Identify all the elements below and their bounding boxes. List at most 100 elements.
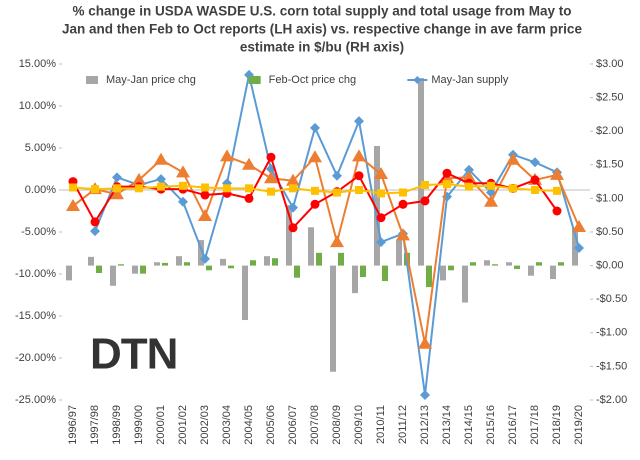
marker <box>506 152 520 165</box>
marker <box>135 184 143 193</box>
x-tick-label: 2019/20 <box>573 405 585 445</box>
marker <box>176 165 190 178</box>
marker <box>572 219 586 232</box>
marker <box>396 228 410 241</box>
legend-swatch <box>248 76 261 84</box>
y-tick-label: -15.00% <box>15 310 56 322</box>
bar <box>228 265 234 269</box>
marker <box>443 180 451 189</box>
legend-label: May-Jan supply <box>431 74 509 86</box>
x-tick-label: 2008/09 <box>331 405 343 445</box>
marker <box>464 164 474 175</box>
bar <box>264 256 270 266</box>
y2-tick-label: -$0.50 <box>596 293 627 305</box>
bar <box>272 258 278 266</box>
marker <box>531 186 539 194</box>
x-tick-label: 2004/05 <box>243 405 255 445</box>
chart-title: estimate in $/bu (RH axis) <box>240 40 404 55</box>
y-tick-label: 10.00% <box>19 100 57 112</box>
bar <box>316 252 322 266</box>
chart-title: % change in USDA WASDE U.S. corn total s… <box>72 4 571 19</box>
marker <box>91 185 99 194</box>
bar <box>374 145 380 266</box>
x-tick-label: 2002/03 <box>199 405 211 445</box>
x-tick-label: 1997/98 <box>89 405 101 445</box>
bar <box>286 205 292 266</box>
marker <box>223 184 231 193</box>
marker <box>311 186 319 195</box>
bar <box>470 262 476 266</box>
legend-label: May-Jan price chg <box>106 74 196 86</box>
logo: DTN <box>90 330 177 379</box>
marker <box>465 182 473 191</box>
legend-swatch <box>413 76 422 84</box>
bar <box>198 240 204 266</box>
x-tick-label: 2015/16 <box>485 405 497 445</box>
marker <box>398 199 408 209</box>
bar <box>66 265 72 281</box>
bar <box>110 265 116 286</box>
marker <box>288 223 298 233</box>
y-tick-label: 0.00% <box>25 184 56 196</box>
marker <box>354 171 364 181</box>
marker <box>264 171 278 184</box>
y2-tick-label: $1.50 <box>596 159 624 171</box>
bar <box>250 260 256 266</box>
bar <box>572 227 578 266</box>
x-tick-label: 1996/97 <box>67 405 79 445</box>
marker <box>420 389 430 400</box>
bar <box>352 265 358 294</box>
legend-label: Feb-Oct price chg <box>269 74 356 86</box>
bar <box>448 265 454 271</box>
y2-tick-label: $0.00 <box>596 260 624 272</box>
y-tick-label: -20.00% <box>15 352 56 364</box>
marker <box>310 122 320 133</box>
bar <box>528 265 534 276</box>
y2-tick-label: $2.00 <box>596 125 624 137</box>
bar <box>132 265 138 274</box>
marker <box>509 184 517 193</box>
marker <box>112 172 122 183</box>
marker <box>484 194 498 207</box>
y2-tick-label: -$2.00 <box>596 394 627 406</box>
bar <box>88 256 94 266</box>
bar <box>506 262 512 266</box>
y2-tick-label: $0.50 <box>596 226 624 238</box>
x-tick-label: 2016/17 <box>507 405 519 445</box>
marker <box>90 226 100 237</box>
bar <box>550 265 556 280</box>
bar <box>426 265 432 288</box>
marker <box>132 172 146 185</box>
bar <box>154 262 160 266</box>
marker <box>200 253 210 264</box>
x-tick-label: 2017/18 <box>529 405 541 445</box>
x-tick-label: 2006/07 <box>287 405 299 445</box>
marker <box>530 175 540 185</box>
y-tick-label: -25.00% <box>15 394 56 406</box>
y-tick-label: -10.00% <box>15 268 56 280</box>
marker <box>530 157 540 168</box>
x-tick-label: 2003/04 <box>221 405 233 445</box>
marker <box>377 189 385 198</box>
marker <box>420 196 430 206</box>
marker <box>399 188 407 197</box>
x-tick-label: 1999/00 <box>133 405 145 445</box>
x-tick-label: 2007/08 <box>309 405 321 445</box>
marker <box>421 180 429 189</box>
bar <box>242 265 248 321</box>
x-tick-label: 2005/06 <box>265 405 277 445</box>
marker <box>110 187 124 200</box>
marker <box>288 202 298 213</box>
marker <box>220 149 234 162</box>
y-tick-label: 5.00% <box>25 142 56 154</box>
bar <box>338 252 344 266</box>
marker <box>156 174 166 185</box>
marker <box>374 167 388 180</box>
marker <box>376 237 386 248</box>
marker <box>198 209 212 222</box>
chart-title: Jan and then Feb to Oct reports (LH axis… <box>62 22 582 37</box>
marker <box>113 184 121 193</box>
y-tick-label: 15.00% <box>19 58 57 70</box>
marker <box>244 193 254 203</box>
